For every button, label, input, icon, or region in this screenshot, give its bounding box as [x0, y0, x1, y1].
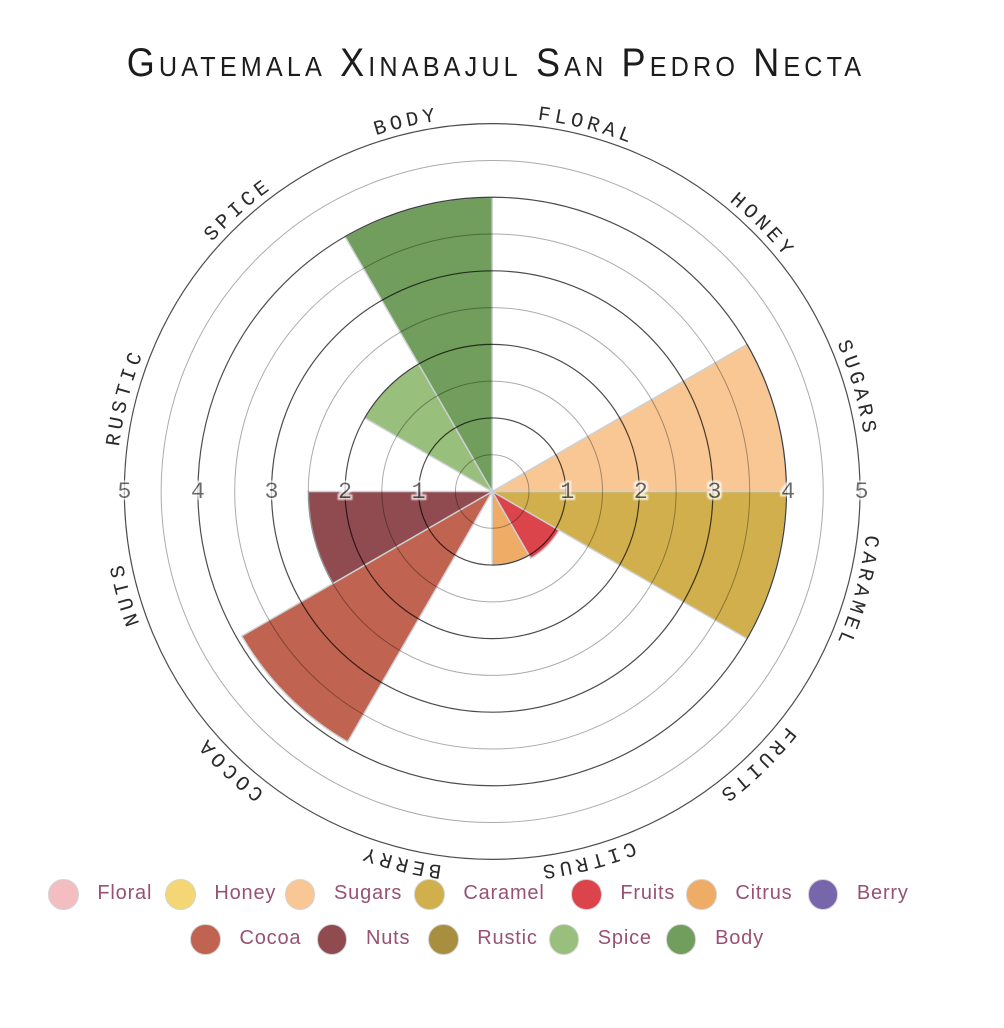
svg-text:2: 2	[338, 479, 352, 506]
svg-text:HONEY: HONEY	[725, 189, 799, 264]
svg-text:2: 2	[634, 479, 648, 506]
svg-text:BODY: BODY	[371, 105, 441, 142]
svg-text:3: 3	[707, 479, 721, 506]
svg-text:5: 5	[117, 479, 131, 506]
svg-text:FLORAL: FLORAL	[536, 104, 638, 151]
svg-text:1: 1	[412, 479, 426, 506]
svg-text:FRUITS: FRUITS	[713, 722, 800, 808]
svg-text:4: 4	[191, 479, 205, 506]
svg-text:SUGARS: SUGARS	[831, 337, 880, 439]
svg-text:4: 4	[781, 479, 795, 506]
svg-text:3: 3	[264, 479, 278, 506]
svg-text:SPICE: SPICE	[200, 174, 277, 246]
svg-text:BERRY: BERRY	[357, 839, 443, 881]
svg-text:CARAMEL: CARAMEL	[830, 534, 882, 652]
svg-text:CITRUS: CITRUS	[537, 835, 639, 882]
svg-text:RUSTIC: RUSTIC	[103, 346, 150, 448]
svg-text:5: 5	[854, 479, 868, 506]
svg-text:COCOA: COCOA	[193, 731, 269, 805]
svg-text:NUTS: NUTS	[106, 559, 146, 629]
svg-text:1: 1	[560, 479, 574, 506]
